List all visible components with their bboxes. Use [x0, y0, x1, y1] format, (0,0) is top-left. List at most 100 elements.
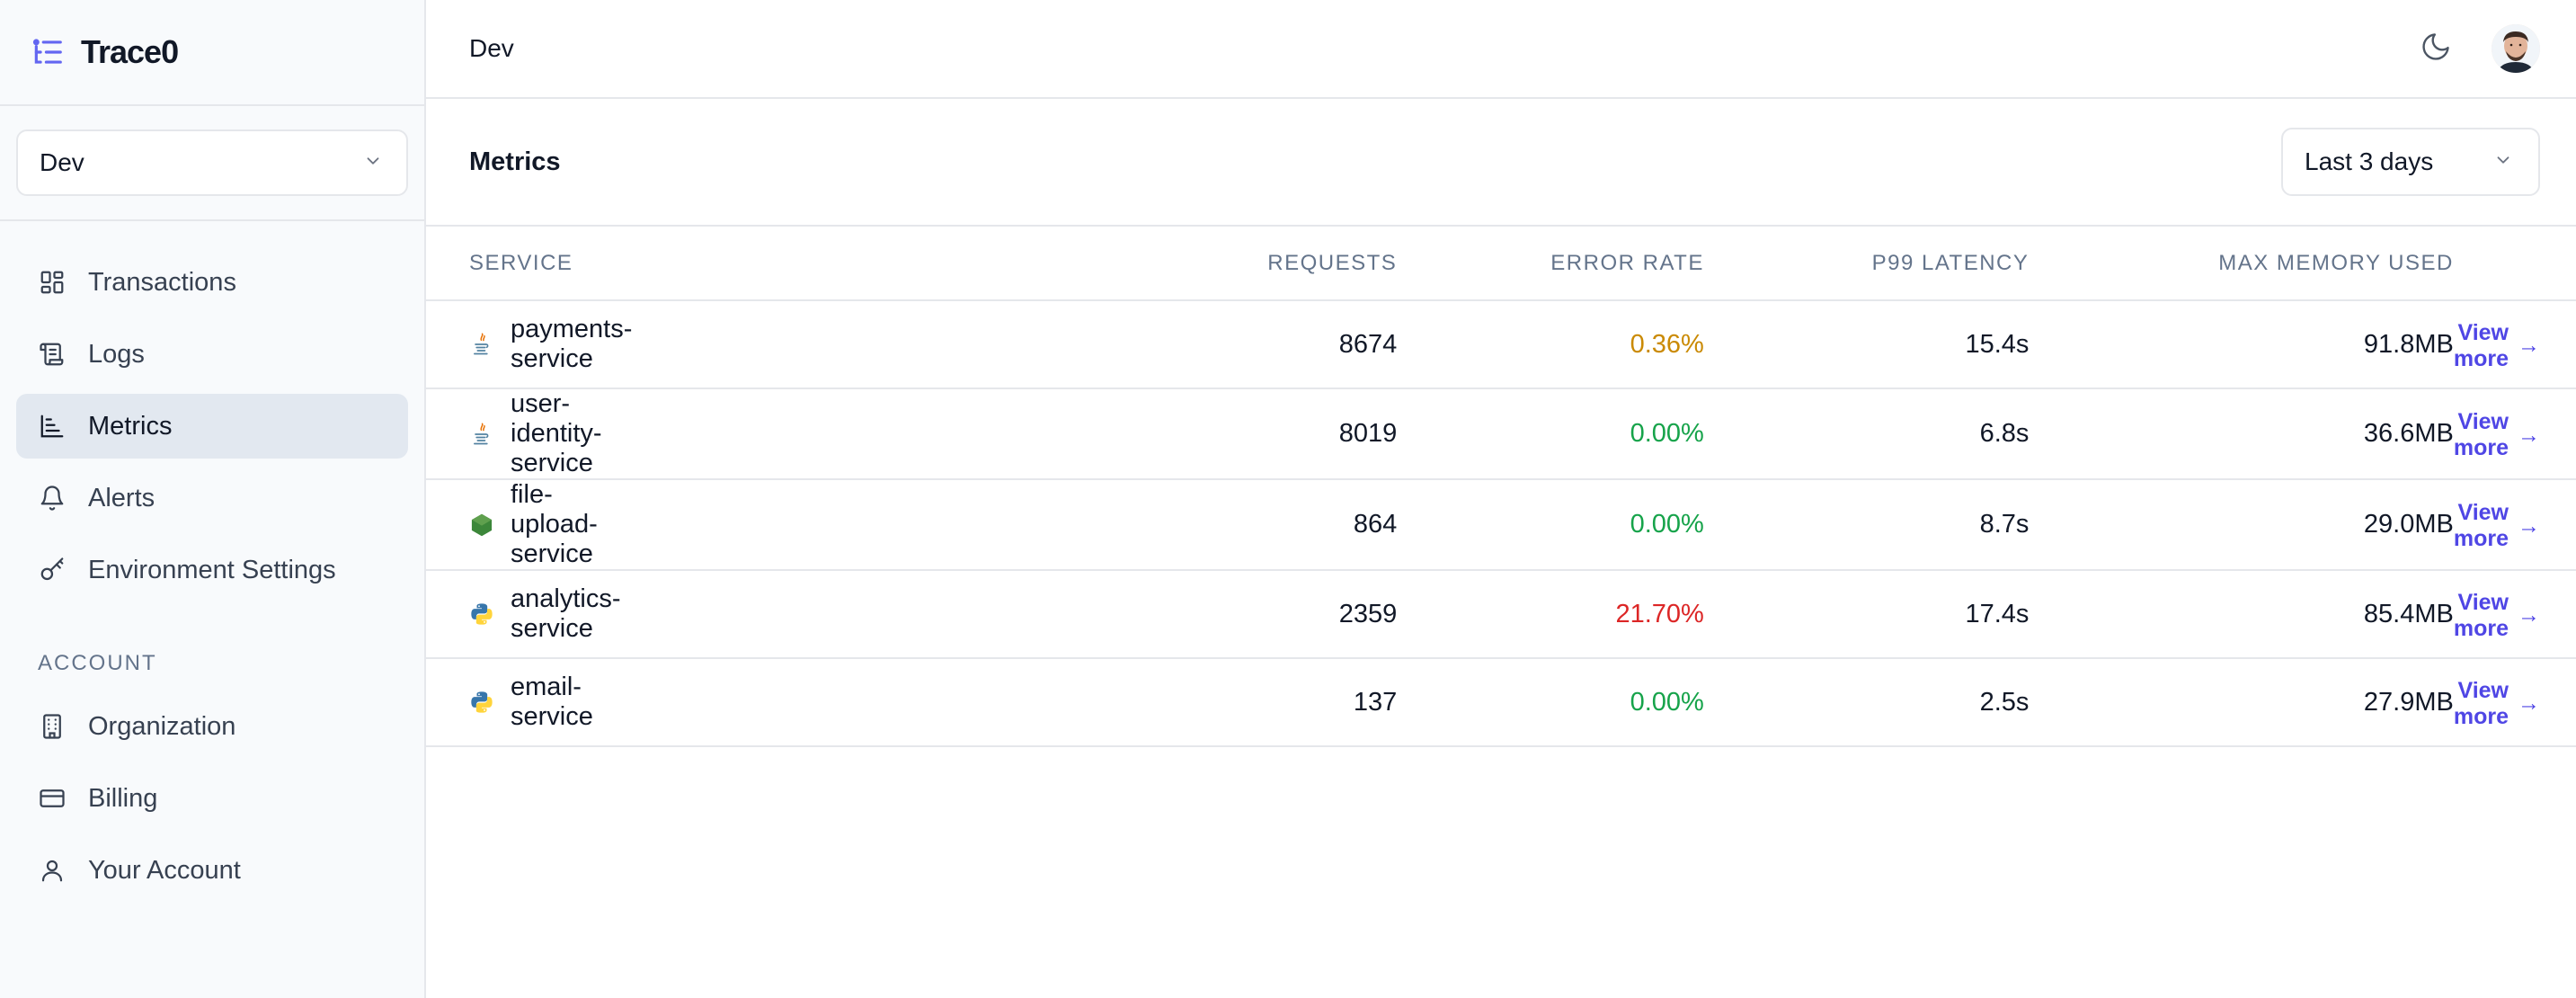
environment-select-value: Dev: [40, 148, 84, 176]
metrics-table: SERVICE REQUESTS ERROR RATE P99 LATENCY …: [426, 227, 2576, 747]
service-name: user-identity-service: [511, 389, 602, 477]
arrow-right-icon: →: [2518, 512, 2540, 539]
sidebar-item-logs[interactable]: Logs: [16, 322, 408, 387]
sidebar-item-environment-settings[interactable]: Environment Settings: [16, 538, 408, 602]
latency-value: 15.4s: [1703, 300, 2030, 389]
view-more-link[interactable]: View more →: [2454, 678, 2540, 730]
time-range-value: Last 3 days: [2305, 147, 2434, 175]
error-rate-value: 21.70%: [1397, 570, 1704, 659]
key-icon: [38, 556, 67, 584]
table-header-row: SERVICE REQUESTS ERROR RATE P99 LATENCY …: [426, 227, 2576, 301]
sidebar-item-label: Transactions: [88, 267, 236, 297]
python-icon: [469, 601, 494, 628]
sidebar-item-metrics[interactable]: Metrics: [16, 394, 408, 459]
view-more-label: View more: [2453, 409, 2509, 460]
requests-value: 864: [634, 479, 1398, 571]
environment-select[interactable]: Dev: [16, 129, 408, 196]
user-icon: [38, 856, 67, 885]
error-rate-value: 0.00%: [1397, 388, 1704, 480]
building-icon: [38, 712, 67, 741]
sidebar-item-label: Organization: [88, 711, 236, 741]
table-row: analytics-service 2359 21.70% 17.4s 85.4…: [426, 570, 2576, 659]
view-more-label: View more: [2453, 500, 2509, 551]
view-more-label: View more: [2453, 677, 2509, 729]
memory-value: 27.9MB: [2029, 658, 2454, 747]
list-logo-icon: [31, 35, 65, 69]
arrow-right-icon: →: [2518, 422, 2540, 448]
view-more-label: View more: [2453, 589, 2509, 641]
requests-value: 8019: [634, 388, 1398, 480]
memory-value: 91.8MB: [2029, 300, 2454, 389]
requests-value: 8674: [634, 300, 1398, 389]
sidebar-item-organization[interactable]: Organization: [16, 694, 408, 759]
error-rate-value: 0.00%: [1397, 479, 1704, 571]
memory-value: 85.4MB: [2029, 570, 2454, 659]
latency-value: 8.7s: [1703, 479, 2030, 571]
time-range-select[interactable]: Last 3 days: [2281, 128, 2540, 196]
sidebar: Trace0 Dev Transactions Logs: [0, 0, 426, 998]
view-more-link[interactable]: View more →: [2454, 590, 2540, 642]
memory-value: 36.6MB: [2029, 388, 2454, 480]
column-header-service[interactable]: SERVICE: [426, 227, 635, 301]
memory-value: 29.0MB: [2029, 479, 2454, 571]
sidebar-item-label: Metrics: [88, 411, 173, 441]
column-header-max-memory[interactable]: MAX MEMORY USED: [2029, 227, 2454, 301]
column-header-requests[interactable]: REQUESTS: [634, 227, 1398, 301]
java-icon: [469, 331, 494, 358]
chevron-down-icon: [2493, 147, 2513, 176]
dashboard-icon: [38, 268, 67, 297]
main-content: Dev Metri: [426, 0, 2576, 998]
sidebar-item-label: Alerts: [88, 483, 155, 512]
service-name: email-service: [511, 673, 593, 731]
sidebar-item-label: Your Account: [88, 855, 241, 885]
brand[interactable]: Trace0: [0, 0, 424, 106]
view-more-label: View more: [2453, 319, 2509, 371]
service-name: payments-service: [511, 315, 633, 373]
account-section-heading: ACCOUNT: [38, 651, 157, 675]
credit-card-icon: [38, 784, 67, 813]
latency-value: 2.5s: [1703, 658, 2030, 747]
avatar[interactable]: [2492, 24, 2540, 73]
sidebar-item-label: Billing: [88, 783, 158, 813]
sidebar-item-label: Environment Settings: [88, 555, 336, 584]
metrics-header: Metrics Last 3 days: [426, 99, 2576, 227]
error-rate-value: 0.36%: [1397, 300, 1704, 389]
table-row: file-upload-service 864 0.00% 8.7s 29.0M…: [426, 479, 2576, 571]
scroll-icon: [38, 340, 67, 369]
table-row: user-identity-service 8019 0.00% 6.8s 36…: [426, 388, 2576, 480]
chevron-down-icon: [363, 148, 383, 177]
page-title: Dev: [469, 34, 514, 62]
service-name: analytics-service: [511, 584, 621, 643]
python-icon: [469, 689, 494, 716]
requests-value: 2359: [634, 570, 1398, 659]
column-header-p99-latency[interactable]: P99 LATENCY: [1703, 227, 2030, 301]
arrow-right-icon: →: [2518, 691, 2540, 716]
nodejs-icon: [469, 512, 494, 539]
error-rate-value: 0.00%: [1397, 658, 1704, 747]
view-more-link[interactable]: View more →: [2454, 409, 2540, 461]
sidebar-item-alerts[interactable]: Alerts: [16, 466, 408, 530]
requests-value: 137: [634, 658, 1398, 747]
view-more-link[interactable]: View more →: [2454, 320, 2540, 372]
moon-icon[interactable]: [2420, 31, 2456, 67]
view-more-link[interactable]: View more →: [2454, 500, 2540, 552]
sidebar-item-billing[interactable]: Billing: [16, 766, 408, 831]
section-title: Metrics: [469, 147, 561, 176]
brand-name: Trace0: [81, 33, 179, 70]
bell-icon: [38, 484, 67, 512]
table-row: email-service 137 0.00% 2.5s 27.9MB View…: [426, 658, 2576, 747]
latency-value: 6.8s: [1703, 388, 2030, 480]
sidebar-item-your-account[interactable]: Your Account: [16, 838, 408, 903]
sidebar-item-label: Logs: [88, 339, 145, 369]
table-row: payments-service 8674 0.36% 15.4s 91.8MB…: [426, 300, 2576, 389]
latency-value: 17.4s: [1703, 570, 2030, 659]
top-bar: Dev: [426, 0, 2576, 99]
service-name: file-upload-service: [511, 480, 598, 568]
sidebar-item-transactions[interactable]: Transactions: [16, 250, 408, 315]
java-icon: [469, 421, 494, 448]
arrow-right-icon: →: [2518, 333, 2540, 358]
column-header-error-rate[interactable]: ERROR RATE: [1397, 227, 1704, 301]
bar-chart-icon: [38, 412, 67, 441]
column-header-actions: [2453, 227, 2576, 301]
arrow-right-icon: →: [2518, 602, 2540, 628]
